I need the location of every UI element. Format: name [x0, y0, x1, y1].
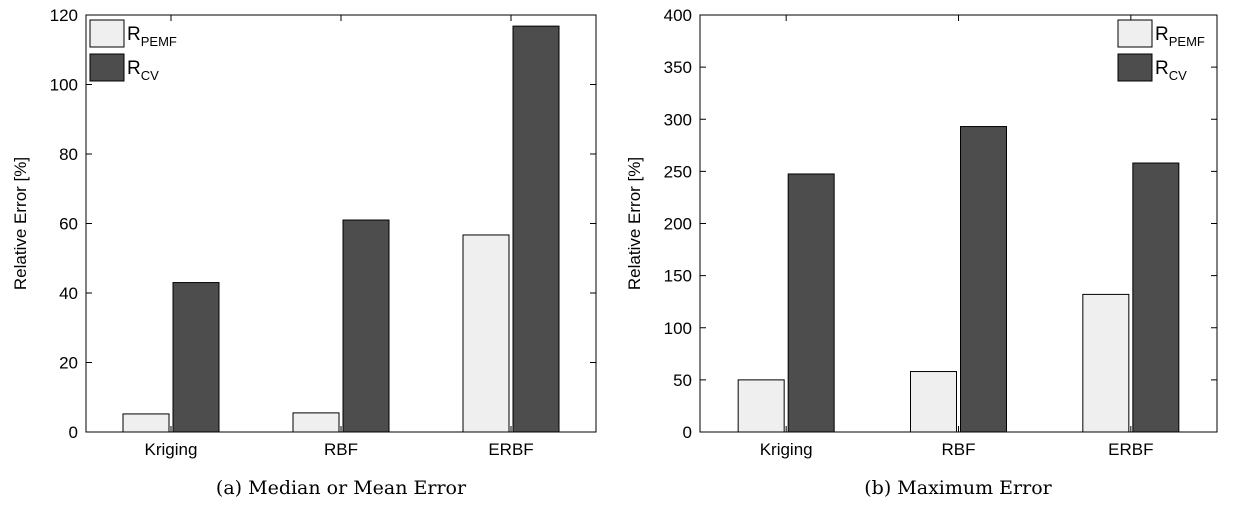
- bar-cv-rbf: [342, 219, 390, 433]
- legend-subscript: PEMF: [141, 34, 177, 49]
- y-tick-label: 100: [664, 319, 692, 338]
- legend-main: R: [127, 24, 141, 45]
- bar-cv-kriging: [172, 282, 220, 433]
- plot-area: [85, 14, 597, 433]
- plot-area: [699, 14, 1218, 433]
- legend-subscript: CV: [1169, 68, 1187, 83]
- y-tick-label: 350: [664, 58, 692, 77]
- legend-entry-pemf: RPEMF: [127, 24, 177, 49]
- y-tick-label: 40: [59, 284, 78, 303]
- bar-cv-erbf: [1132, 162, 1180, 433]
- y-tick-label: 60: [59, 215, 78, 234]
- y-tick-label: 150: [664, 267, 692, 286]
- chart-b: 0 50 100 150 200 250 300 350 400 Kriging RBF ERBF Re…: [625, 6, 1218, 499]
- legend-entry-cv: RCV: [127, 58, 159, 83]
- x-tick-label: Kriging: [760, 440, 813, 459]
- x-tick-label: RBF: [942, 440, 976, 459]
- y-tick-label: 80: [59, 145, 78, 164]
- bar-pemf-rbf: [292, 412, 340, 433]
- bar-pemf-kriging: [737, 379, 785, 433]
- chart-caption: (a) Median or Mean Error: [216, 477, 467, 499]
- bar-cv-erbf: [512, 25, 560, 433]
- bar-cv-kriging: [787, 173, 835, 433]
- legend-main: R: [1155, 24, 1169, 45]
- chart-caption: (b) Maximum Error: [864, 477, 1052, 499]
- y-tick-label: 20: [59, 354, 78, 373]
- y-tick-label: 0: [69, 423, 78, 442]
- legend-swatch-pemf: [89, 19, 125, 48]
- chart-a: 0 20 40 60 80 100 120 Kriging RBF ERBF Relative Er…: [11, 6, 597, 499]
- bar-pemf-kriging: [122, 413, 170, 433]
- x-tick-label: RBF: [324, 440, 358, 459]
- y-tick-label: 300: [664, 110, 692, 129]
- y-axis-label: Relative Error [%]: [11, 157, 30, 290]
- y-tick-label: 100: [50, 76, 78, 95]
- legend-swatch-cv: [1117, 53, 1153, 82]
- bar-cv-rbf: [960, 126, 1007, 433]
- bar-pemf-rbf: [910, 371, 957, 433]
- legend-subscript: PEMF: [1169, 34, 1205, 49]
- y-tick-label: 120: [50, 6, 78, 25]
- y-tick-label: 400: [664, 6, 692, 25]
- y-axis-label: Relative Error [%]: [625, 157, 644, 290]
- x-tick-label: ERBF: [1108, 440, 1153, 459]
- legend-subscript: CV: [141, 68, 159, 83]
- x-tick-label: Kriging: [145, 440, 198, 459]
- x-tick-label: ERBF: [488, 440, 533, 459]
- bar-pemf-erbf: [1082, 293, 1130, 433]
- y-tick-label: 0: [683, 423, 692, 442]
- y-tick-label: 50: [673, 371, 692, 390]
- legend-entry-pemf: RPEMF: [1155, 24, 1205, 49]
- legend-entry-cv: RCV: [1155, 58, 1187, 83]
- y-tick-label: 250: [664, 162, 692, 181]
- legend-swatch-pemf: [1117, 19, 1153, 48]
- legend-main: R: [127, 58, 141, 79]
- bar-pemf-erbf: [462, 234, 510, 433]
- legend-main: R: [1155, 58, 1169, 79]
- y-tick-label: 200: [664, 215, 692, 234]
- legend-swatch-cv: [89, 53, 125, 82]
